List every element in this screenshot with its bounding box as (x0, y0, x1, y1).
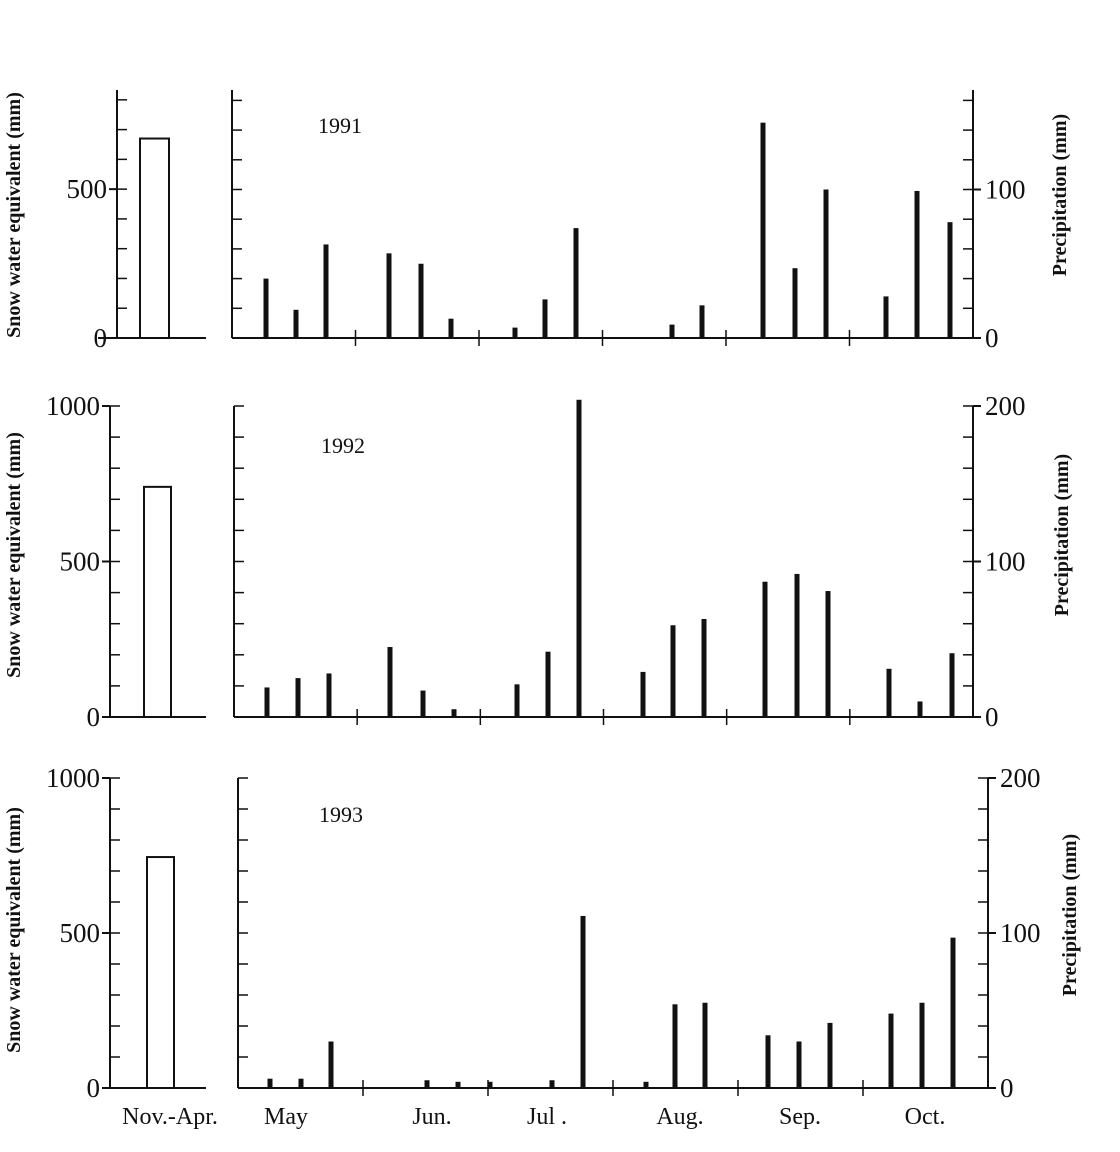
precip-bar (699, 305, 705, 338)
precip-bar (825, 591, 831, 717)
precip-bar (917, 701, 923, 717)
precip-bar (420, 690, 426, 717)
precip-bar (298, 1078, 304, 1088)
precip-bar (580, 915, 586, 1088)
precip-bar (542, 299, 548, 338)
precip-bar (827, 1022, 833, 1088)
precip-bar (267, 1078, 273, 1088)
precip-bar (576, 399, 582, 717)
snow-y-label: Snow water equivalent (mm) (3, 92, 25, 338)
precip-bar (702, 1002, 708, 1088)
precip-tick-label: 200 (1000, 763, 1041, 793)
precip-bar (386, 253, 392, 338)
precip-bar (326, 673, 332, 717)
precip-bar (792, 268, 798, 338)
precip-bar (823, 189, 829, 338)
precip-bar (672, 1004, 678, 1088)
precip-bar (796, 1041, 802, 1088)
snow-tick-label: 500 (60, 918, 101, 948)
precip-bar (888, 1013, 894, 1088)
precip-bar (455, 1081, 461, 1088)
precip-tick-label: 0 (985, 702, 999, 732)
precip-bar (387, 647, 393, 717)
precip-bar (514, 684, 520, 717)
month-label: May (264, 1104, 308, 1130)
snow-y-label: Snow water equivalent (mm) (3, 432, 25, 678)
precip-tick-label: 200 (985, 391, 1026, 421)
precip-bar (701, 619, 707, 717)
precip-tick-label: 0 (1000, 1073, 1014, 1103)
year-label: 1991 (318, 113, 362, 138)
precip-bar (883, 296, 889, 338)
precip-bar (549, 1080, 555, 1088)
precip-bar (794, 573, 800, 717)
precip-bar (545, 651, 551, 717)
snow-bar (139, 137, 170, 339)
precip-bar (487, 1081, 493, 1088)
year-label: 1992 (321, 433, 365, 458)
panel-1993: 0 500 1000 Snow water equivalent (mm) 0 100 20… (3, 763, 1081, 1103)
precip-bar (573, 228, 579, 338)
snow-tick-label: 500 (60, 547, 101, 577)
month-label: Sep. (779, 1104, 821, 1130)
snow-category-label: Nov.-Apr. (122, 1104, 218, 1130)
snow-bar (143, 485, 172, 718)
precip-bar (919, 1002, 925, 1088)
precip-bar (328, 1041, 334, 1088)
precip-y-label: Precipitation (mm) (1051, 454, 1073, 616)
precip-bar (640, 671, 646, 717)
precip-bar (263, 278, 269, 338)
precip-bar (295, 678, 301, 717)
snow-bar (146, 856, 175, 1089)
precip-bar (762, 581, 768, 717)
precip-bar (886, 668, 892, 717)
precip-bar (949, 653, 955, 717)
precip-y-label: Precipitation (mm) (1049, 114, 1071, 276)
month-label: Jun. (412, 1104, 451, 1130)
snow-tick-label: 0 (87, 702, 101, 732)
snow-y-label: Snow water equivalent (mm) (3, 807, 25, 1053)
precip-bar (323, 244, 329, 338)
snow-tick-label: 500 (67, 174, 108, 204)
snow-tick-label: 0 (94, 323, 108, 353)
precip-tick-label: 0 (985, 323, 999, 353)
precip-bar (512, 327, 518, 338)
precip-bar (947, 222, 953, 338)
snow-tick-label: 1000 (46, 763, 100, 793)
precip-bar (448, 318, 454, 338)
precip-bar (765, 1035, 771, 1088)
precip-bar (670, 625, 676, 717)
precip-tick-label: 100 (985, 547, 1026, 577)
month-label: Aug. (656, 1104, 703, 1130)
month-label: Oct. (905, 1104, 946, 1130)
precip-bar (451, 709, 457, 717)
panel-1991: 0 500 Snow water equivalent (mm) 0 100 Precip… (3, 90, 1071, 353)
snow-tick-label: 0 (87, 1073, 101, 1103)
year-label: 1993 (319, 802, 363, 827)
precip-bar (643, 1081, 649, 1088)
precip-bar (424, 1080, 430, 1088)
precip-bar (418, 263, 424, 338)
precip-bar (293, 309, 299, 338)
snow-tick-label: 1000 (46, 391, 100, 421)
precip-bar (264, 687, 270, 717)
precip-tick-label: 100 (985, 174, 1026, 204)
precip-bar (950, 937, 956, 1088)
panel-1992: 0 500 1000 Snow water equivalent (mm) 0 100 20… (3, 391, 1073, 732)
precip-bar (760, 122, 766, 339)
month-label: Jul . (527, 1104, 567, 1130)
precip-bar (669, 324, 675, 338)
precip-y-label: Precipitation (mm) (1059, 834, 1081, 996)
precip-bar (914, 190, 920, 338)
precip-tick-label: 100 (1000, 918, 1041, 948)
